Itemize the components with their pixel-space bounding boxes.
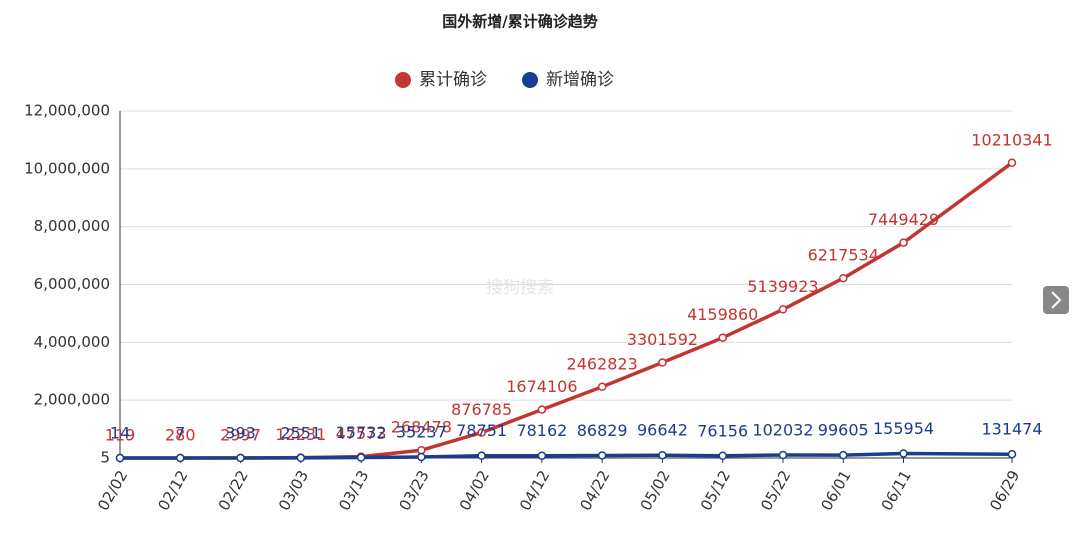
point bbox=[718, 451, 727, 461]
value-label: 96642 bbox=[637, 421, 688, 440]
point bbox=[537, 405, 547, 414]
watermark: 搜狗搜索 bbox=[486, 278, 554, 298]
next-arrow bbox=[1051, 291, 1062, 309]
chart-title: 国外新增/累计确诊趋势 bbox=[442, 13, 597, 31]
legend-marker bbox=[395, 72, 411, 88]
value-label: 2997 bbox=[220, 425, 261, 444]
point bbox=[417, 445, 426, 455]
x-tick-label: 05/22 bbox=[757, 467, 794, 513]
legend-label: 新增确诊 bbox=[546, 70, 614, 90]
value-label: 5139923 bbox=[747, 277, 818, 296]
point bbox=[718, 333, 727, 342]
y-tick-label: 10,000,000 bbox=[24, 159, 110, 177]
value-label: 131474 bbox=[981, 420, 1042, 439]
x-tick-label: 04/22 bbox=[576, 467, 613, 513]
x-tick-label: 05/12 bbox=[697, 467, 734, 513]
value-label: 268478 bbox=[391, 418, 452, 437]
value-label: 10210341 bbox=[971, 130, 1052, 149]
next-button-bg[interactable] bbox=[1043, 286, 1069, 314]
x-tick-label: 02/12 bbox=[154, 467, 191, 513]
x-tick-label: 03/13 bbox=[335, 467, 372, 513]
x-tick-label: 04/12 bbox=[516, 467, 553, 513]
point bbox=[537, 451, 547, 460]
y-tick-label: 8,000,000 bbox=[34, 217, 110, 235]
point bbox=[838, 450, 848, 460]
value-label: 35237 bbox=[396, 422, 447, 441]
x-tick-label: 04/02 bbox=[456, 467, 493, 513]
point bbox=[658, 450, 667, 460]
value-label: 3301592 bbox=[627, 330, 698, 349]
value-label: 7449429 bbox=[868, 210, 939, 229]
point bbox=[1007, 449, 1017, 459]
value-label: 76156 bbox=[697, 421, 748, 440]
value-label: 86829 bbox=[577, 421, 628, 440]
value-label: 47573 bbox=[336, 424, 387, 443]
series-line bbox=[120, 451, 1013, 460]
value-label: 14 bbox=[110, 423, 130, 442]
y-tick-label: 12,000,000 bbox=[24, 102, 110, 120]
value-label: 1674106 bbox=[506, 377, 577, 396]
series-line bbox=[120, 161, 1014, 460]
y-tick-label: 6,000,000 bbox=[34, 275, 110, 293]
point bbox=[1007, 158, 1017, 168]
y-tick-label: 5 bbox=[100, 449, 110, 467]
value-label: 7 bbox=[175, 423, 185, 442]
point bbox=[597, 451, 607, 460]
value-label: 393 bbox=[225, 423, 256, 442]
x-tick-label: 06/01 bbox=[817, 467, 854, 513]
y-tick-label: 4,000,000 bbox=[34, 333, 110, 351]
x-tick-label: 03/03 bbox=[275, 467, 312, 513]
value-label: 4159860 bbox=[687, 305, 758, 324]
point bbox=[417, 452, 426, 462]
point bbox=[778, 450, 788, 460]
value-label: 2462823 bbox=[567, 354, 638, 373]
value-label: 12231 bbox=[275, 425, 326, 444]
point bbox=[236, 453, 245, 463]
x-tick-label: 02/02 bbox=[94, 467, 131, 513]
legend-label: 累计确诊 bbox=[419, 70, 487, 90]
x-tick-label: 06/11 bbox=[878, 467, 915, 513]
x-tick-label: 06/29 bbox=[986, 467, 1023, 513]
point bbox=[658, 358, 667, 367]
point bbox=[477, 428, 486, 437]
value-label: 78751 bbox=[456, 421, 507, 440]
value-label: 102032 bbox=[752, 421, 813, 440]
point bbox=[296, 453, 306, 463]
point bbox=[176, 453, 185, 463]
point bbox=[597, 382, 607, 392]
value-label: 6217534 bbox=[808, 246, 879, 265]
value-label: 15732 bbox=[336, 423, 387, 442]
value-label: 2551 bbox=[280, 423, 321, 442]
x-tick-label: 02/22 bbox=[215, 467, 252, 513]
value-label: 99605 bbox=[818, 421, 869, 440]
x-tick-label: 05/02 bbox=[637, 467, 674, 513]
value-label: 155954 bbox=[873, 419, 934, 438]
value-label: 78162 bbox=[516, 421, 567, 440]
value-label: 119 bbox=[105, 425, 136, 444]
value-label: 876785 bbox=[451, 400, 512, 419]
point bbox=[899, 238, 908, 247]
point bbox=[899, 449, 908, 458]
legend-marker bbox=[522, 72, 538, 88]
point bbox=[115, 453, 125, 463]
next-button[interactable] bbox=[1043, 286, 1069, 314]
point bbox=[356, 453, 366, 462]
point bbox=[778, 305, 788, 314]
value-label: 280 bbox=[165, 425, 196, 444]
x-tick-label: 03/23 bbox=[396, 467, 433, 513]
point bbox=[838, 273, 848, 283]
point bbox=[477, 451, 486, 460]
y-tick-label: 2,000,000 bbox=[34, 391, 110, 409]
